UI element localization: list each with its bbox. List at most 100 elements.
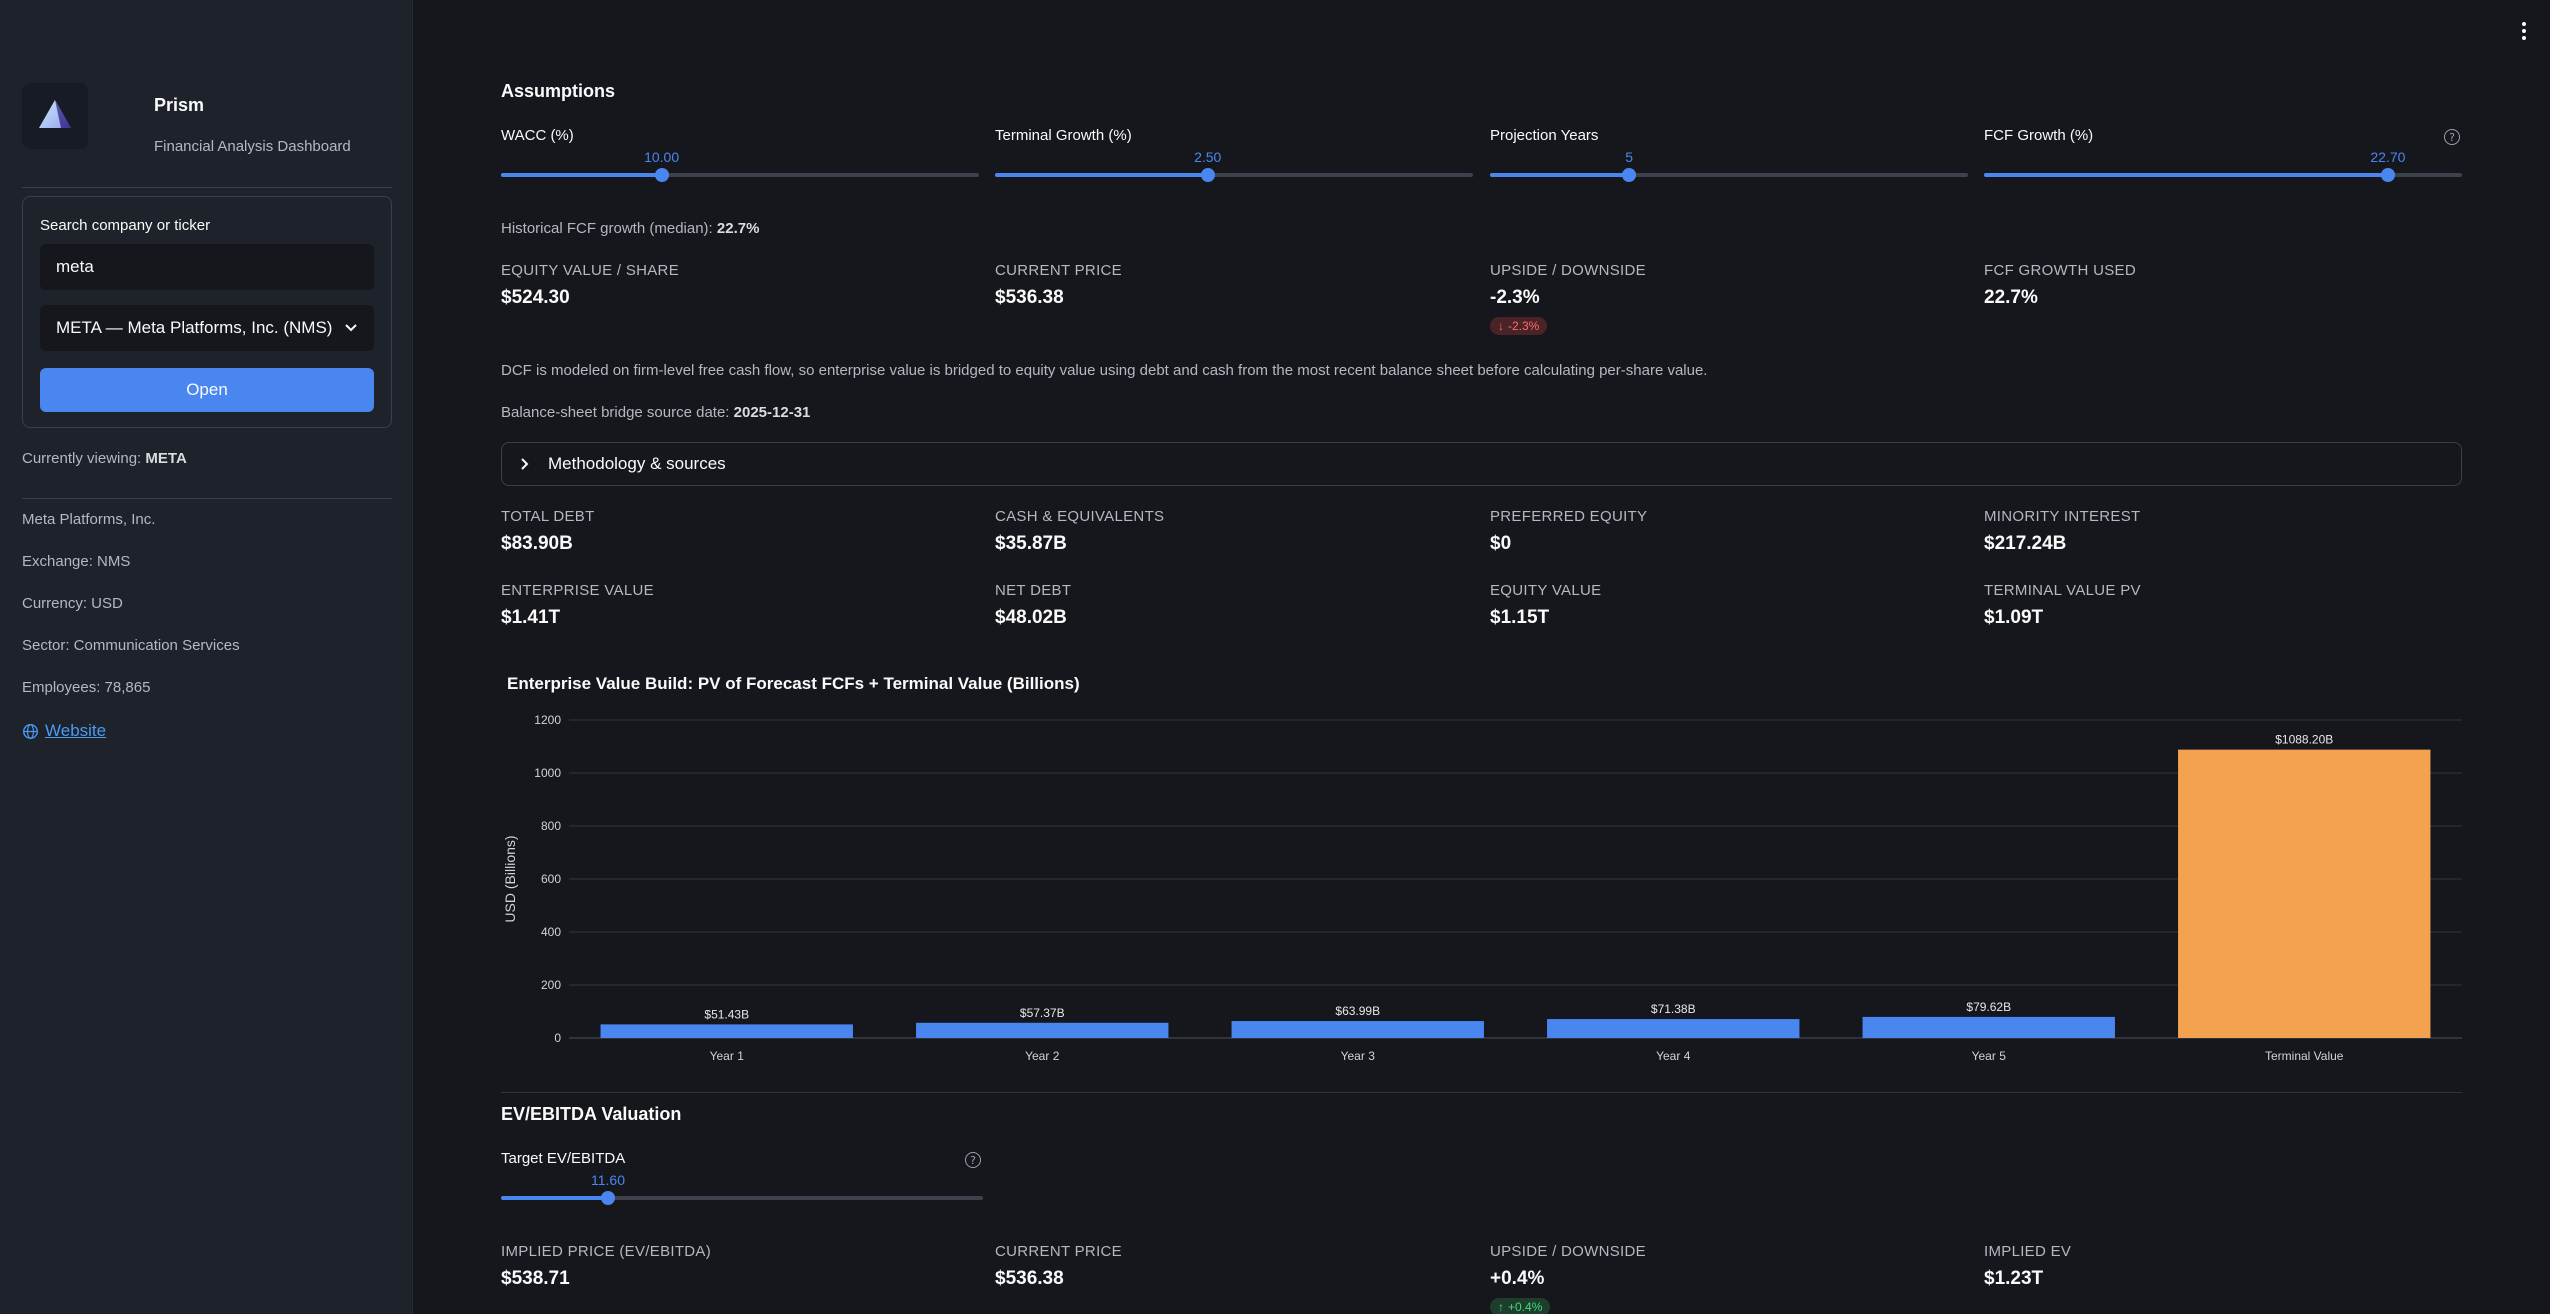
chart-title: Enterprise Value Build: PV of Forecast F… [507,674,1080,693]
currently-viewing-label: Currently viewing: [22,450,142,467]
metric-equity-value: EQUITY VALUE $1.15T [1490,582,1960,629]
bar-data-label: $1088.20B [2275,733,2333,747]
website-link[interactable]: Website [22,721,106,741]
company-select[interactable]: META — Meta Platforms, Inc. (NMS) [40,305,374,351]
metric-label: ENTERPRISE VALUE [501,582,654,599]
search-panel: Search company or ticker META — Meta Pla… [22,196,392,428]
bar [600,1024,853,1038]
y-tick-label: 1200 [534,713,561,727]
metric-enterprise-value: ENTERPRISE VALUE $1.41T [501,582,971,629]
metric-value: $538.71 [501,1268,570,1289]
metric-label: UPSIDE / DOWNSIDE [1490,1243,1646,1260]
company-select-value: META — Meta Platforms, Inc. (NMS) [56,318,333,337]
metric-value: $1.15T [1490,607,1550,628]
y-tick-label: 1000 [534,766,561,780]
metric-upside-downside: UPSIDE / DOWNSIDE -2.3% ↓ -2.3% [1490,262,1960,335]
bar-data-label: $79.62B [1966,1000,2011,1014]
bar [2178,749,2431,1038]
metric-value: $217.24B [1984,533,2067,554]
main-menu-icon[interactable] [2518,20,2530,42]
wacc-slider[interactable]: WACC (%) 10.00 [501,127,979,197]
metric-label: EQUITY VALUE [1490,582,1602,599]
metric-label: PREFERRED EQUITY [1490,508,1648,525]
metric-preferred-equity: PREFERRED EQUITY $0 [1490,508,1960,555]
bar-data-label: $57.37B [1020,1006,1065,1020]
metric-label: TOTAL DEBT [501,508,595,525]
metric-value: $536.38 [995,287,1064,308]
bridge-date-label: Balance-sheet bridge source date: [501,404,730,421]
metric-label: MINORITY INTEREST [1984,508,2141,525]
projection-years-slider[interactable]: Projection Years 5 [1490,127,1968,197]
slider-label: Target EV/EBITDA [501,1150,626,1167]
metric-label: CASH & EQUIVALENTS [995,508,1165,525]
x-tick-label: Terminal Value [2265,1049,2344,1063]
globe-icon [23,723,38,739]
slider-thumb[interactable] [601,1191,615,1205]
help-icon[interactable]: ? [965,1152,981,1168]
metric-current-price: CURRENT PRICE $536.38 [995,262,1465,309]
x-tick-label: Year 5 [1972,1049,2007,1063]
search-input[interactable] [40,244,374,290]
metric-value: $83.90B [501,533,573,554]
metric-value: $1.41T [501,607,561,628]
slider-thumb[interactable] [2380,168,2395,182]
chevron-right-icon [521,458,529,470]
slider-label: Projection Years [1490,127,1599,144]
x-tick-label: Year 2 [1025,1049,1060,1063]
metric-value: $48.02B [995,607,1067,628]
help-icon[interactable]: ? [2444,129,2460,145]
bar [1862,1016,2115,1038]
exchange-info: Exchange: NMS [22,553,131,570]
metric-value: +0.4% [1490,1268,1545,1289]
y-tick-label: 600 [541,872,561,886]
company-name: Meta Platforms, Inc. [22,511,156,528]
prism-logo [22,83,88,149]
slider-label: FCF Growth (%) [1984,127,2094,144]
sidebar-divider [22,498,392,499]
metric-label: IMPLIED PRICE (EV/EBITDA) [501,1243,712,1260]
metric-current-price: CURRENT PRICE $536.38 [995,1243,1465,1290]
metric-cash: CASH & EQUIVALENTS $35.87B [995,508,1465,555]
slider-value: 11.60 [591,1172,625,1188]
metric-fcf-growth-used: FCF GROWTH USED 22.7% [1984,262,2454,309]
historical-fcf-label: Historical FCF growth (median): [501,220,713,237]
ev-build-chart-svg: 0 200 400 600 800 1000 1200 USD (Billions) $51.4… [502,713,2462,1063]
currently-viewing: Currently viewing: META [22,450,187,467]
slider-label: WACC (%) [501,127,574,144]
metric-value: $1.09T [1984,607,2044,628]
y-tick-label: 0 [554,1031,561,1045]
terminal-growth-slider[interactable]: Terminal Growth (%) 2.50 [995,127,1473,197]
slider-thumb[interactable] [1200,168,1215,182]
metric-value: $1.23T [1984,1268,2044,1289]
bridge-date-note: Balance-sheet bridge source date: 2025-1… [501,404,810,421]
y-tick-label: 400 [541,925,561,939]
metric-implied-price: IMPLIED PRICE (EV/EBITDA) $538.71 [501,1243,971,1290]
delta-value: -2.3% [1508,319,1540,333]
slider-thumb[interactable] [654,168,669,182]
metric-label: CURRENT PRICE [995,1243,1122,1260]
x-tick-label: Year 3 [1341,1049,1376,1063]
currency-info: Currency: USD [22,595,123,612]
metric-value: -2.3% [1490,287,1540,308]
chevron-down-icon [345,324,357,332]
slider-value: 5 [1625,149,1633,165]
methodology-expander[interactable]: Methodology & sources [501,442,2462,486]
x-tick-label: Year 1 [710,1049,745,1063]
metric-upside-downside: UPSIDE / DOWNSIDE +0.4% ↑ +0.4% [1490,1243,1960,1314]
slider-fill [1490,173,1630,177]
ev-ebitda-title: EV/EBITDA Valuation [501,1104,682,1124]
y-axis-label: USD (Billions) [502,835,518,922]
target-ev-ebitda-slider[interactable]: Target EV/EBITDA 11.60 [501,1150,983,1220]
metric-minority-interest: MINORITY INTEREST $217.24B [1984,508,2454,555]
open-button[interactable]: Open [40,368,374,412]
delta-badge: ↓ -2.3% [1490,317,1548,335]
metric-terminal-value-pv: TERMINAL VALUE PV $1.09T [1984,582,2454,629]
dcf-note: DCF is modeled on firm-level free cash f… [501,362,1708,379]
slider-value: 22.70 [2370,149,2406,165]
metric-value: $0 [1490,533,1512,554]
slider-thumb[interactable] [1622,168,1637,182]
employees-info: Employees: 78,865 [22,679,151,696]
fcf-growth-slider[interactable]: FCF Growth (%) 22.70 [1984,127,2462,197]
prism-logo-icon [39,100,71,128]
bar [1547,1019,1800,1038]
